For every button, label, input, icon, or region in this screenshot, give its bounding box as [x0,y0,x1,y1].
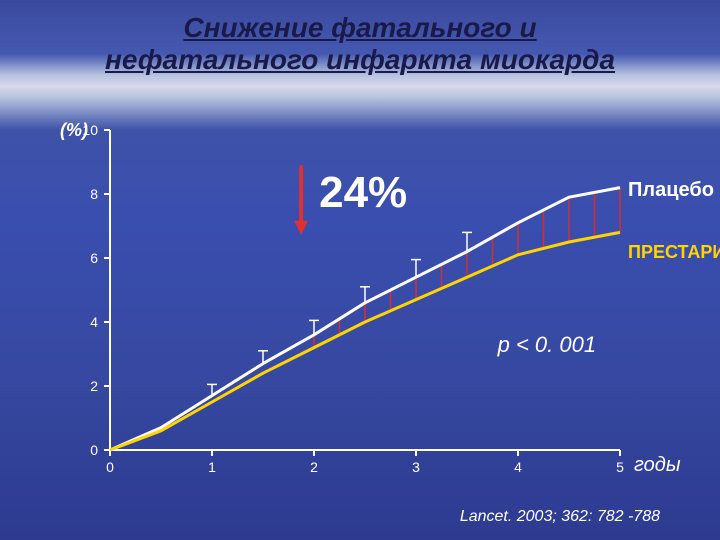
title-line-1: Снижение фатального и [0,12,720,44]
svg-text:2: 2 [310,459,318,475]
reduction-callout: 24% [319,168,407,218]
svg-text:3: 3 [412,459,420,475]
series-label-placebo: Плацебо [628,179,714,202]
slide-title: Снижение фатального и нефатального инфар… [0,12,720,76]
y-axis-unit: (%) [60,120,88,141]
svg-text:5: 5 [616,459,624,475]
title-line-2: нефатального инфаркта миокарда [0,44,720,76]
x-axis-unit: годы [634,454,681,477]
svg-text:0: 0 [90,442,98,458]
chart: (%) 0246810012345 24% Плацебо ПРЕСТАРИУМ… [60,120,660,480]
svg-text:6: 6 [90,250,98,266]
svg-text:4: 4 [90,314,98,330]
series-label-prestarium: ПРЕСТАРИУМ [628,242,720,263]
svg-text:2: 2 [90,378,98,394]
slide: Снижение фатального и нефатального инфар… [0,0,720,540]
svg-text:0: 0 [106,459,114,475]
svg-text:1: 1 [208,459,216,475]
citation: Lancet. 2003; 362: 782 -788 [460,508,660,526]
svg-text:8: 8 [90,186,98,202]
p-value: p < 0. 001 [498,332,596,358]
svg-text:4: 4 [514,459,522,475]
